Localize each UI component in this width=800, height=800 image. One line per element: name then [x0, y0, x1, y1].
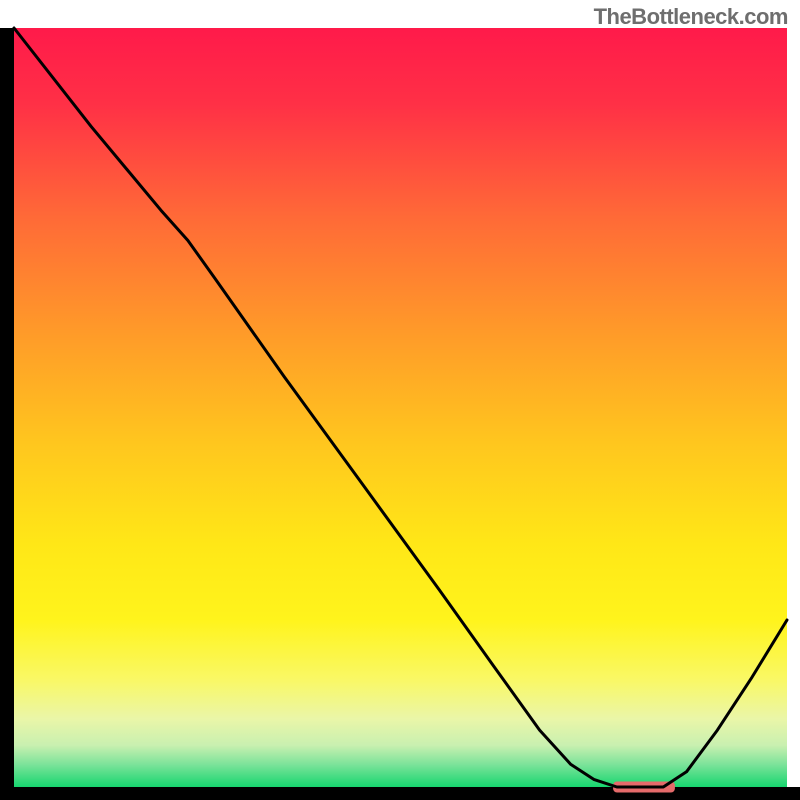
gradient-background [14, 28, 787, 787]
x-axis-bar [0, 787, 800, 800]
watermark-text: TheBottleneck.com [594, 4, 788, 30]
y-axis-bar [0, 28, 14, 800]
chart-container: TheBottleneck.com [0, 0, 800, 800]
chart-svg [0, 0, 800, 800]
